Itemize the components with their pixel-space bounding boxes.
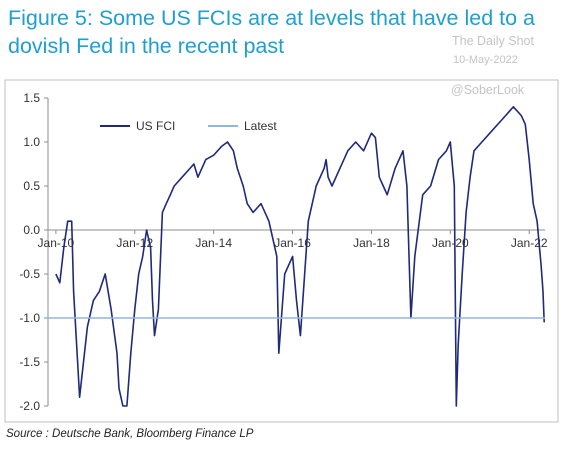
legend: US FCI Latest xyxy=(100,119,277,133)
y-tick-label: -1.0 xyxy=(19,311,40,325)
chart-title: Figure 5: Some US FCIs are at levels tha… xyxy=(8,6,536,58)
legend-label: US FCI xyxy=(136,119,175,133)
chart-border xyxy=(4,79,559,423)
x-tick-label: Jan-22 xyxy=(511,236,548,250)
y-tick-label: 0.5 xyxy=(23,179,40,193)
watermark-handle: @SoberLook xyxy=(451,83,525,97)
source-note: Source : Deutsche Bank, Bloomberg Financ… xyxy=(6,428,254,440)
x-tick-label: Jan-18 xyxy=(353,236,390,250)
series-layer xyxy=(44,106,545,407)
x-tick-label: Jan-14 xyxy=(195,236,232,250)
y-tick-label: 0.0 xyxy=(23,223,40,237)
y-tick-label: -0.5 xyxy=(19,267,40,281)
x-tick-label: Jan-10 xyxy=(38,236,75,250)
x-tick-label: Jan-20 xyxy=(432,236,469,250)
y-tick-label: 1.0 xyxy=(23,135,40,149)
legend-label: Latest xyxy=(244,119,277,133)
y-tick-label: -1.5 xyxy=(19,355,40,369)
x-tick-label: Jan-16 xyxy=(274,236,311,250)
series-line-us-fci xyxy=(55,106,545,407)
watermark-date: 10-May-2022 xyxy=(453,54,518,66)
y-tick-label: 1.5 xyxy=(23,91,40,105)
y-tick-label: -2.0 xyxy=(19,399,40,413)
watermark-site: The Daily Shot xyxy=(452,34,534,48)
